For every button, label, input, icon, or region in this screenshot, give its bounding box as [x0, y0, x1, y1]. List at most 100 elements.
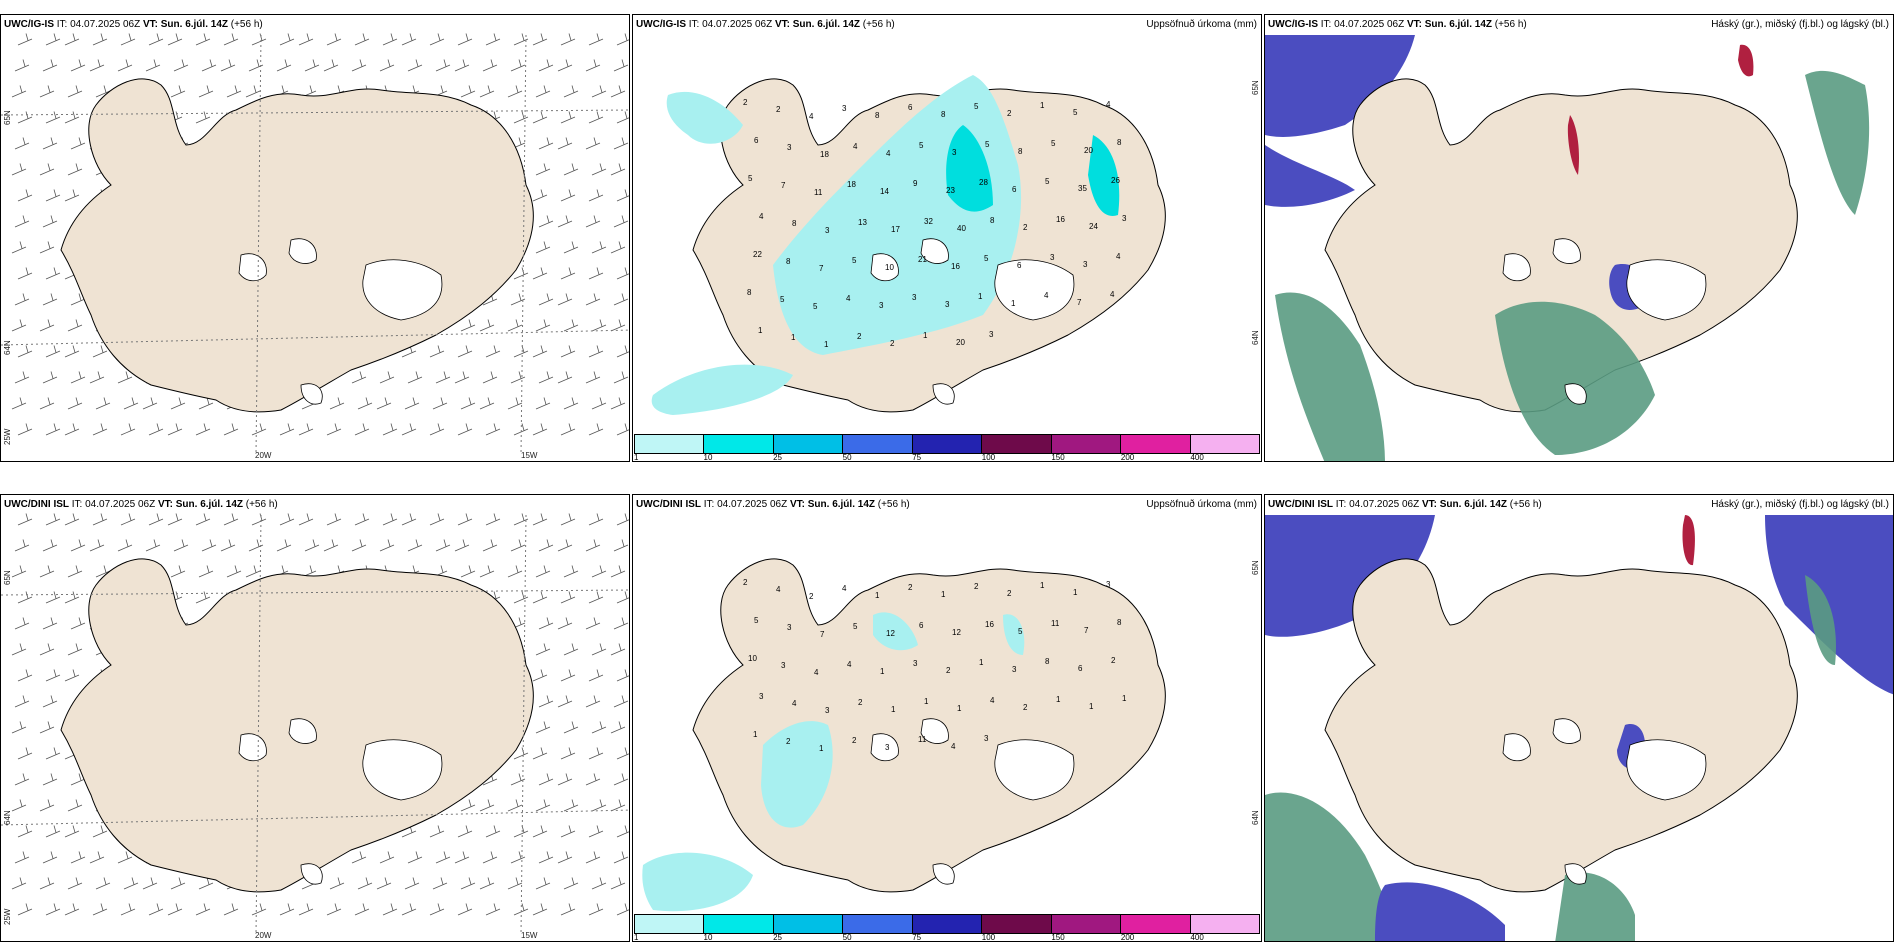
precip-value: 3 — [912, 293, 917, 302]
wind-barb — [17, 903, 33, 916]
wind-barb — [482, 539, 498, 552]
wind-barb — [223, 513, 239, 526]
wind-barb — [354, 513, 370, 526]
wind-barb — [351, 539, 367, 552]
precip-value: 5 — [919, 141, 924, 150]
precip-value: 4 — [1106, 100, 1111, 109]
cloud-map[interactable] — [1265, 495, 1894, 942]
lat-label-65n: 65N — [1251, 560, 1260, 575]
wind-barb — [610, 643, 626, 656]
precip-value: 16 — [1056, 215, 1065, 224]
precip-value: 3 — [1122, 214, 1127, 223]
wind-barb — [563, 877, 579, 890]
wind-barb — [64, 669, 80, 682]
precip-value: 11 — [918, 735, 927, 744]
wind-barb — [245, 85, 261, 98]
wind-barb — [92, 345, 108, 358]
wind-barb — [351, 59, 367, 72]
precip-value: 1 — [875, 591, 880, 600]
wind-barb — [70, 851, 86, 864]
wind-barb — [67, 85, 83, 98]
precip-value: 6 — [1012, 185, 1017, 194]
wind-barb — [588, 825, 604, 838]
precip-map[interactable]: 2243868521546318445358520857111814923286… — [633, 15, 1262, 462]
wind-barb — [538, 293, 554, 306]
wind-barb — [563, 565, 579, 578]
wind-barb — [42, 851, 58, 864]
wind-barb — [613, 59, 629, 72]
lat-label-64n: 64N — [1251, 330, 1260, 345]
precip-value: 5 — [984, 254, 989, 263]
wind-barb — [92, 33, 108, 46]
wind-map[interactable] — [1, 15, 630, 462]
wind-barb — [42, 617, 58, 630]
wind-barb — [17, 267, 33, 280]
wind-barb — [563, 319, 579, 332]
colorbar-label: 1 — [634, 933, 639, 942]
precip-value: 5 — [754, 616, 759, 625]
wind-barb — [616, 111, 629, 124]
precip-value: 8 — [1045, 657, 1050, 666]
wind-barb — [195, 591, 211, 604]
wind-barb — [457, 345, 473, 358]
precip-value: 1 — [753, 730, 758, 739]
wind-barb — [401, 903, 417, 916]
wind-barb — [616, 903, 629, 916]
wind-barb — [510, 539, 526, 552]
wind-barb — [485, 825, 501, 838]
wind-barb — [379, 539, 395, 552]
wind-barb — [14, 539, 30, 552]
wind-barb — [532, 747, 548, 760]
wind-barb — [538, 695, 554, 708]
precip-value: 2 — [858, 698, 863, 707]
wind-barb — [532, 111, 548, 124]
wind-barb — [11, 85, 27, 98]
colorbar-swatch — [1190, 915, 1259, 933]
wind-barb — [513, 423, 529, 436]
cloud-map[interactable] — [1265, 15, 1894, 462]
wind-barb — [610, 721, 626, 734]
precip-value: 1 — [978, 292, 983, 301]
wind-barb — [532, 267, 548, 280]
wind-barb — [457, 825, 473, 838]
colorbar-swatch — [704, 435, 774, 453]
wind-barb — [538, 371, 554, 384]
precip-value: 7 — [1077, 298, 1082, 307]
precip-values: 2243868521546318445358520857111814923286… — [743, 98, 1127, 349]
precip-map[interactable]: 2424121221135375126121651178103441321386… — [633, 495, 1262, 942]
precip-value: 23 — [946, 186, 955, 195]
wind-barb — [535, 565, 551, 578]
wind-barb — [535, 85, 551, 98]
wind-barb — [616, 825, 629, 838]
precip-value: 2 — [1007, 589, 1012, 598]
colorbar-label: 100 — [981, 453, 996, 462]
wind-barb — [591, 241, 607, 254]
colorbar-label: 400 — [1190, 933, 1204, 942]
wind-barb — [560, 267, 576, 280]
wind-barb — [67, 799, 83, 812]
wind-barb — [17, 189, 33, 202]
precip-value: 12 — [952, 628, 961, 637]
high-cloud-red — [1682, 515, 1695, 566]
wind-barb — [14, 371, 30, 384]
grid-line — [255, 514, 262, 936]
precip-value: 4 — [1116, 252, 1121, 261]
precip-value: 2 — [852, 736, 857, 745]
lat-label-65n: 65N — [3, 110, 12, 125]
lon-label-25w: 25W — [3, 428, 12, 445]
wind-barb — [535, 877, 551, 890]
wind-barb — [14, 59, 30, 72]
wind-barb — [329, 877, 345, 890]
wind-map[interactable] — [1, 495, 630, 942]
colorbar-label: 75 — [912, 933, 922, 942]
precip-value: 3 — [842, 104, 847, 113]
precip-value: 3 — [825, 226, 830, 235]
wind-barb — [120, 903, 136, 916]
wind-barb — [14, 215, 30, 228]
precip-value: 8 — [941, 110, 946, 119]
wind-barb — [616, 747, 629, 760]
wind-barb — [382, 903, 398, 916]
precip-value: 4 — [1044, 291, 1049, 300]
wind-barb — [479, 799, 495, 812]
precip-value: 4 — [853, 142, 858, 151]
